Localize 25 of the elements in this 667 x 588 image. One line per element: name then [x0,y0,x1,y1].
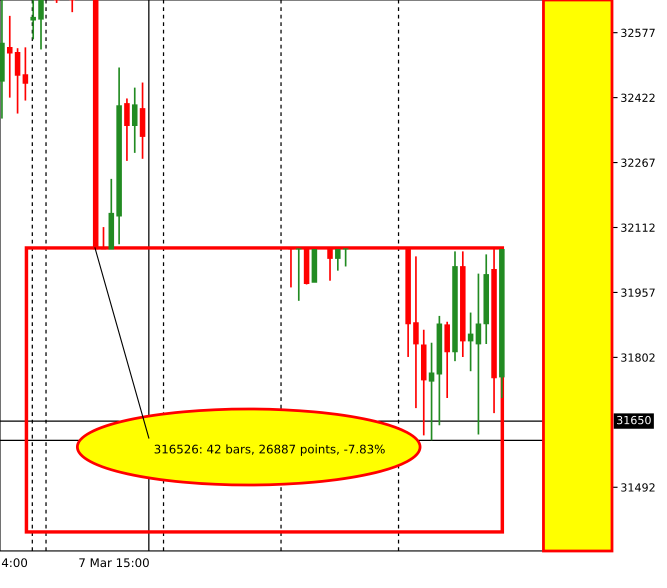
candlestick [14,47,20,114]
candlestick [124,98,130,162]
candlestick [6,15,13,98]
candlestick [335,248,341,272]
y-tick-label: 31802 [621,353,655,362]
candlestick [54,0,60,4]
candlestick [22,46,28,102]
candlestick [30,0,36,40]
annotation: 316526: 42 bars, 26887 points, -7.83% [154,444,385,456]
candlestick [428,342,434,442]
y-tick-label: 31957 [621,288,655,297]
candlestick [132,86,138,154]
y-tick-label: 32577 [621,28,655,38]
y-tick-label: 32267 [621,158,655,167]
candlestick [413,256,419,409]
candlestick [476,272,482,436]
text: 4:00 [2,558,28,568]
candlestick [69,0,76,13]
candlestick [468,312,474,372]
candlestick [38,0,44,50]
y-tick-label: 31492 [621,483,655,492]
ref-line-label: 31650 [617,416,651,424]
y-tick-label: 32422 [621,94,655,102]
y-tick-label: 32112 [621,223,655,232]
text: 7 Mar 15:00 [79,558,149,568]
